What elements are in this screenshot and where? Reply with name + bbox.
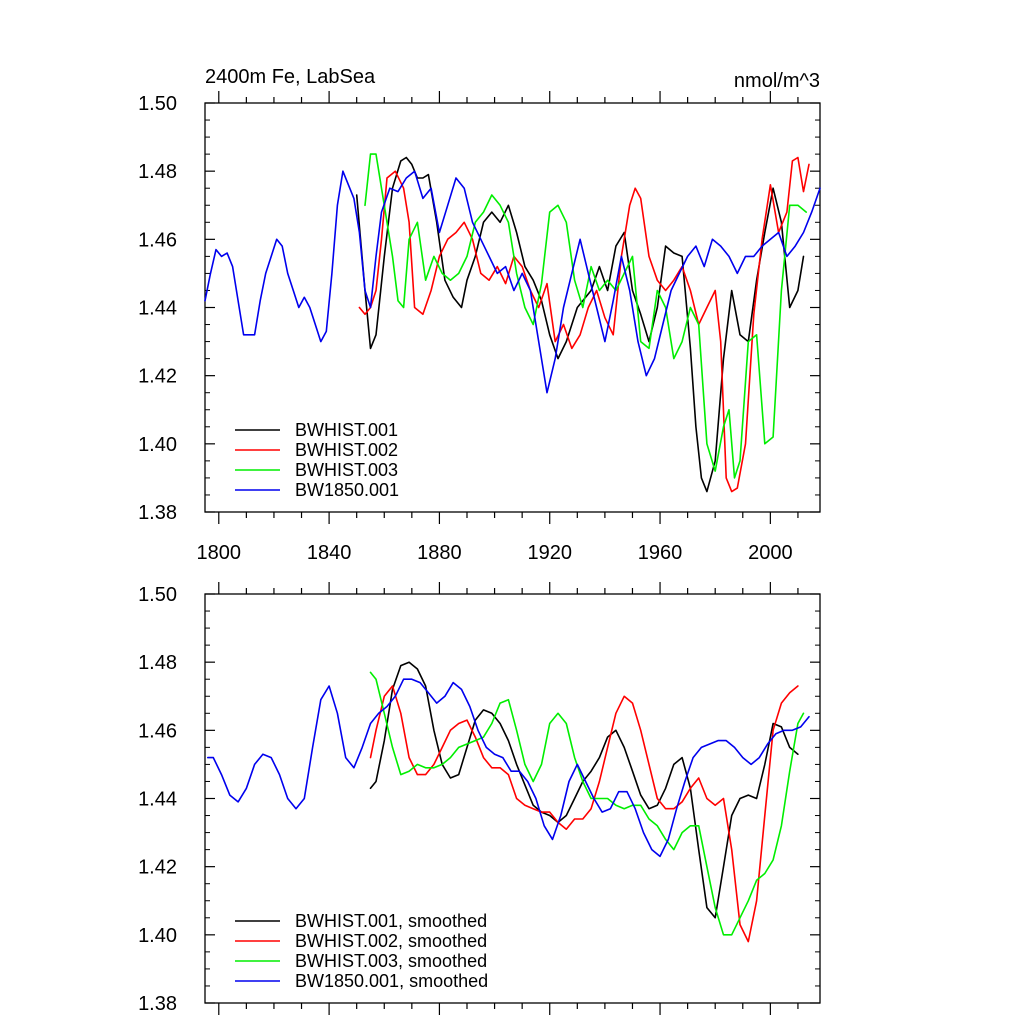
y-tick-label: 1.40 [138,434,177,456]
legend-label: BWHIST.003, smoothed [295,951,487,971]
legend-label: BWHIST.003 [295,460,398,480]
chart-units: nmol/m^3 [734,70,820,92]
x-tick-label: 1920 [527,542,572,564]
y-tick-label: 1.38 [138,993,177,1015]
y-tick-label: 1.46 [138,720,177,742]
y-tick-label: 1.48 [138,161,177,183]
legend-label: BWHIST.002 [295,440,398,460]
legend-label: BW1850.001 [295,480,399,500]
y-tick-label: 1.44 [138,789,177,811]
series-line-2 [369,685,799,943]
y-tick-label: 1.42 [138,366,177,388]
series-line-4 [207,678,810,858]
y-tick-label: 1.44 [138,298,177,320]
series-line-3 [369,671,805,936]
series-line-2 [358,156,810,493]
series-line-1 [355,156,805,493]
series-line-3 [364,153,808,479]
chart-panel-1: 1.38 1.40 1.42 1.44 1.46 1.48 1.50 1800 1840 1880… [138,66,821,564]
series-group [207,661,810,943]
x-tick-label: 2000 [748,542,793,564]
x-tick-label: 1800 [197,542,242,564]
legend-label: BWHIST.001, smoothed [295,911,487,931]
chart-panel-2: 1.38 1.40 1.42 1.44 1.46 1.48 1.50 BWHIST.001, … [138,582,821,1015]
chart-title: 2400m Fe, LabSea [205,66,376,88]
y-tick-label: 1.40 [138,925,177,947]
y-tick-label: 1.38 [138,502,177,524]
series-line-4 [204,170,821,394]
x-tick-label: 1960 [638,542,683,564]
x-tick-label: 1840 [307,542,352,564]
x-tick-label: 1880 [417,542,462,564]
y-tick-label: 1.48 [138,652,177,674]
y-tick-label: 1.50 [138,584,177,606]
y-tick-label: 1.50 [138,93,177,115]
y-tick-label: 1.42 [138,857,177,879]
legend-label: BWHIST.002, smoothed [295,931,487,951]
y-tick-label: 1.46 [138,229,177,251]
legend-label: BWHIST.001 [295,420,398,440]
legend-label: BW1850.001, smoothed [295,971,488,991]
series-group [204,153,821,493]
